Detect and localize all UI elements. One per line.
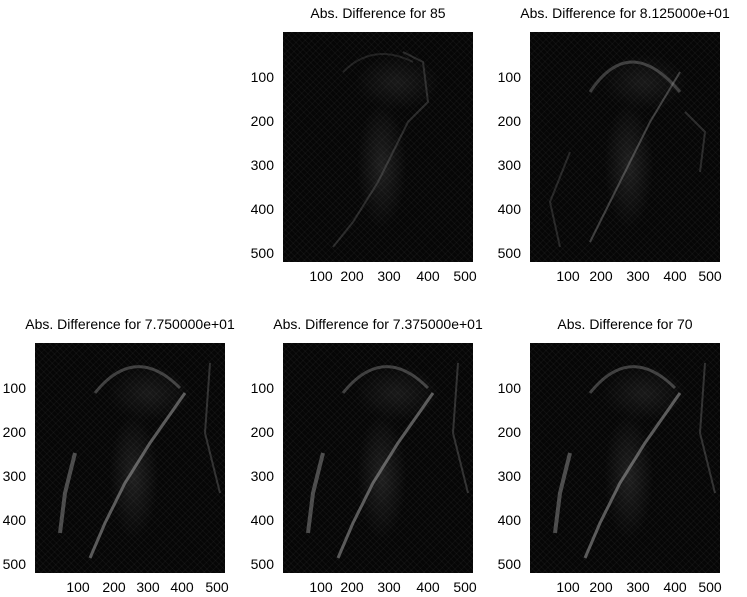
difference-image bbox=[530, 343, 720, 573]
panel-1: Abs. Difference for 85 100 200 300 400 5… bbox=[251, 5, 477, 283]
image-speckle bbox=[553, 362, 716, 559]
y-tick-label: 100 bbox=[2, 380, 26, 396]
difference-image bbox=[530, 32, 720, 262]
x-tick-label: 300 bbox=[377, 579, 401, 595]
panel-5: Abs. Difference for 70 100 200 300 400 5… bbox=[498, 316, 722, 594]
panel-title: Abs. Difference for 7.375000e+01 bbox=[273, 316, 483, 332]
difference-image bbox=[283, 32, 473, 262]
x-tick-label: 200 bbox=[340, 579, 364, 595]
y-tick-label: 500 bbox=[250, 245, 274, 261]
y-tick-label: 200 bbox=[250, 113, 274, 129]
y-tick-label: 200 bbox=[250, 424, 274, 440]
panel-title: Abs. Difference for 85 bbox=[310, 5, 446, 21]
x-tick-label: 500 bbox=[453, 579, 477, 595]
y-tick-label: 100 bbox=[250, 380, 274, 396]
x-tick-label: 500 bbox=[205, 579, 229, 595]
x-tick-label: 100 bbox=[309, 268, 333, 284]
y-tick-label: 100 bbox=[497, 380, 521, 396]
image-speckle bbox=[58, 362, 221, 559]
x-tick-label: 400 bbox=[170, 579, 194, 595]
y-tick-label: 200 bbox=[497, 424, 521, 440]
x-tick-label: 500 bbox=[698, 579, 722, 595]
y-tick-label: 300 bbox=[497, 157, 521, 173]
y-tick-label: 500 bbox=[250, 556, 274, 572]
x-tick-label: 400 bbox=[416, 268, 440, 284]
x-tick-label: 300 bbox=[136, 579, 160, 595]
x-tick-label: 300 bbox=[626, 579, 650, 595]
y-tick-label: 500 bbox=[497, 556, 521, 572]
y-tick-label: 300 bbox=[250, 157, 274, 173]
y-tick-label: 300 bbox=[2, 468, 26, 484]
y-tick-label: 100 bbox=[497, 69, 521, 85]
y-tick-label: 200 bbox=[497, 113, 521, 129]
x-tick-label: 500 bbox=[453, 268, 477, 284]
y-tick-label: 200 bbox=[2, 424, 26, 440]
x-tick-label: 100 bbox=[309, 579, 333, 595]
y-tick-label: 400 bbox=[2, 512, 26, 528]
image-speckle bbox=[306, 362, 469, 559]
y-tick-label: 300 bbox=[250, 468, 274, 484]
x-tick-label: 200 bbox=[340, 268, 364, 284]
x-tick-label: 500 bbox=[698, 268, 722, 284]
x-tick-label: 400 bbox=[416, 579, 440, 595]
panel-title: Abs. Difference for 7.750000e+01 bbox=[25, 316, 235, 332]
y-tick-label: 400 bbox=[250, 201, 274, 217]
y-tick-label: 500 bbox=[2, 556, 26, 572]
image-speckle bbox=[548, 60, 707, 248]
x-tick-label: 300 bbox=[626, 268, 650, 284]
x-tick-label: 300 bbox=[377, 268, 401, 284]
panel-2: Abs. Difference for 8.125000e+01 100 200… bbox=[498, 5, 730, 283]
panel-3: Abs. Difference for 7.750000e+01 100 200… bbox=[3, 316, 235, 594]
y-tick-label: 500 bbox=[497, 245, 521, 261]
x-tick-label: 100 bbox=[556, 268, 580, 284]
y-tick-label: 400 bbox=[250, 512, 274, 528]
x-tick-label: 100 bbox=[66, 579, 90, 595]
difference-image bbox=[35, 343, 225, 573]
y-tick-label: 400 bbox=[497, 201, 521, 217]
x-tick-label: 400 bbox=[663, 579, 687, 595]
y-tick-label: 100 bbox=[250, 69, 274, 85]
y-tick-label: 400 bbox=[497, 512, 521, 528]
x-tick-label: 200 bbox=[102, 579, 126, 595]
x-tick-label: 200 bbox=[589, 579, 613, 595]
y-tick-label: 300 bbox=[497, 468, 521, 484]
panel-4: Abs. Difference for 7.375000e+01 100 200… bbox=[251, 316, 483, 594]
x-tick-label: 200 bbox=[589, 268, 613, 284]
x-tick-label: 400 bbox=[663, 268, 687, 284]
panel-title: Abs. Difference for 8.125000e+01 bbox=[520, 5, 730, 21]
x-tick-label: 100 bbox=[556, 579, 580, 595]
image-speckle bbox=[332, 51, 430, 248]
difference-image bbox=[283, 343, 473, 573]
panel-title: Abs. Difference for 70 bbox=[557, 316, 693, 332]
